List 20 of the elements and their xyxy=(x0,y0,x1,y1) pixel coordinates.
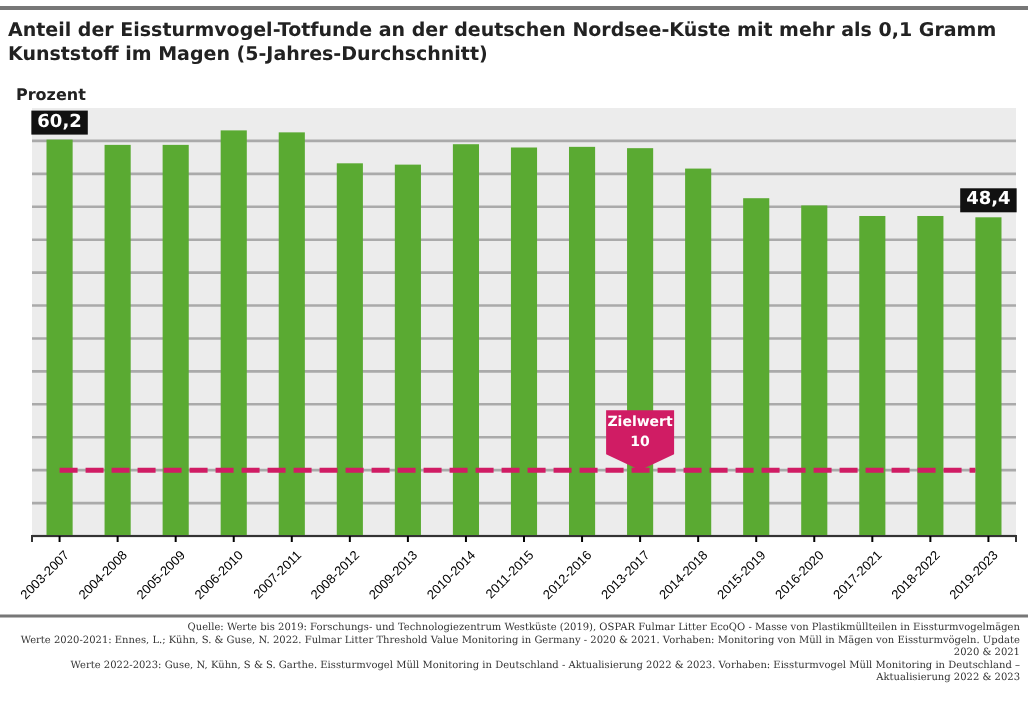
bar xyxy=(685,168,712,536)
bar xyxy=(46,139,73,536)
bar xyxy=(859,215,886,536)
bar xyxy=(743,198,770,536)
chart-title: Anteil der Eissturmvogel-Totfunde an der deutschen Nordsee-Küste mit mehr als 0,1 Gramm Kunststoff im Magen (5-Jahres-Durchschnitt) xyxy=(8,20,997,66)
bar xyxy=(220,130,247,536)
data-label: 60,2 xyxy=(37,112,82,133)
bar xyxy=(162,144,189,536)
y-axis-title: Prozent xyxy=(16,86,87,104)
bar xyxy=(452,144,480,536)
bar xyxy=(801,205,828,536)
bar xyxy=(568,146,596,536)
bar xyxy=(975,217,1002,536)
data-label: 48,4 xyxy=(966,190,1011,211)
bar xyxy=(917,215,944,536)
bar xyxy=(336,163,363,536)
bar xyxy=(278,132,305,536)
bar xyxy=(104,144,131,536)
bar xyxy=(510,147,538,536)
bar xyxy=(394,164,421,536)
